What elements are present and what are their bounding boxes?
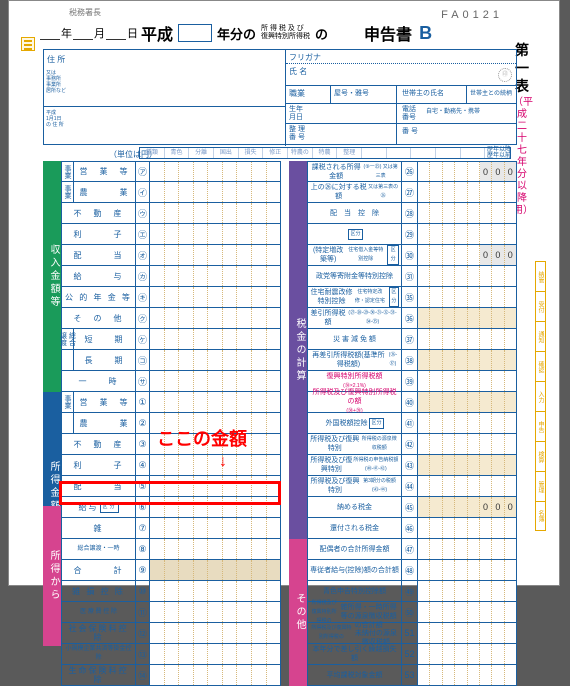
deduction-row: 生命保険料控除⑭ [61,665,281,686]
era-year-box [178,24,212,42]
annotation-arrow: ↓ [219,453,227,471]
other-row: 配偶者の合計所得金額㊼ [307,539,517,560]
deduction-row: 医 療 費 控 除⑪ [61,602,281,623]
income-row: 利 子㋓ [61,224,281,245]
tax-row: 納める税金㊺000 [307,497,517,518]
income-row: 給 与㋕ [61,266,281,287]
annotation-text: ここの金額 [157,425,247,451]
income-row: 雑⑦ [61,518,281,539]
month-box [73,26,93,40]
tab-income-amounts: 収入金額等 [43,161,61,392]
tax-row: 課税される所得金額(⑨ー㉕) 又は第三表㉖000 [307,161,517,182]
address-label: 住 所 [47,54,65,65]
relation-label: 世帯主との続柄 [470,88,512,97]
income-row: そ の 他㋗ [61,308,281,329]
year-box [40,26,60,40]
form-title: 申告書 [364,21,412,45]
tax-row: 災 害 減 免 額㊲ [307,329,517,350]
number-label: 番 号 [402,126,418,136]
tax-row: 所得税及び復興特別第3期分の税額 (㊸-㊹)㊹ [307,476,517,497]
jan1-label: 平成 1月1日 の 住 所 [46,110,64,128]
type-row: 種類青色分離国出損失修正特農の表示特農整理 [139,147,511,159]
occupation-label: 職業 [289,88,305,99]
tab-tax-calc: 税金の計算 [289,161,307,539]
income-row: 不 動 産㋒ [61,203,281,224]
income-row: 事業営 業 等① [61,392,281,413]
tax-dept-label: 税務署長 [69,7,101,18]
tax-row: 政党等寄附金等特別控除㉛ [307,266,517,287]
address-block: 住 所 又は 事務所 事業所 居所など 平成 1月1日 の 住 所 フリガナ 氏… [43,49,517,145]
income-row: 合 計⑨ [61,560,281,581]
name-label: 氏 名 [289,66,307,77]
day-box [106,26,126,40]
tax-row: (特定増改築等)住宅借入金等特別控除区分㉚000 [307,245,517,266]
tab-other: その他 [289,539,307,686]
tax-row: 所得税及び復興特別所得税の額(㊳+㊴)㊵ [307,392,517,413]
address-note: 又は 事務所 事業所 居所など [46,70,66,94]
trade-name-label: 屋号・雅号 [334,88,369,98]
birth-label: 生年 月日 [289,106,303,122]
income-row: 配 当㋔ [61,245,281,266]
menu-icon[interactable] [21,37,35,51]
other-row: 平均課税対象金額53 [307,665,517,686]
tax-row: 還付される税金㊻ [307,518,517,539]
tab-deductions: 所得から [43,506,61,646]
income-row: 総合譲渡・一時⑧ [61,539,281,560]
history-label: 歴年以降 歴年以前 [487,147,511,159]
income-row: 事業営 業 等㋐ [61,161,281,182]
tax-row: 所得税及び復興特別所得税の申告納税額 (㊵-㊶-㊷)㊸ [307,455,517,476]
tax-row: 上の㉖に対する税額又は第三表の㉖㉗ [307,182,517,203]
tax-type-stack: 所 得 税 及 び 復興特別所得税 [261,25,310,41]
orange-strip: 納管受付通知確認入力申告検算管理名簿 [535,261,549,581]
form-id: FA0121 [441,9,503,21]
form-letter: B [419,23,432,44]
other-row: 所得税及び復興特別所得税の未納付の源泉徴収税額51 [307,623,517,644]
seal-mark: ㊞ [498,68,512,82]
tel-types: 自宅・勤務先・携帯 [426,106,480,115]
income-row: 事業農 業㋑ [61,182,281,203]
deduction-row: 小規模企業共済等掛金控除⑬ [61,644,281,665]
tax-row: 差引所得税額(㉗-㉘-㉙-㉚-㉛-㉜-㉝-㉞-㉟)㊱ [307,308,517,329]
tax-form-page: FA0121 税務署長 年 月 日 平成 年分の 所 得 税 及 び 復興特別所… [8,0,560,586]
era-label: 平成 [141,21,173,45]
other-row: 専従者給与(控除)額の合計額㊽ [307,560,517,581]
tel-label: 電話 番号 [402,106,416,122]
furigana-label: フリガナ [289,52,321,63]
income-row: 利 子④ [61,455,281,476]
tax-row: 外国税額控除区分㊶ [307,413,517,434]
form-header: 年 月 日 平成 年分の 所 得 税 及 び 復興特別所得税 の 申告書 B [39,21,505,45]
deduction-row: 社会保険料控除⑫ [61,623,281,644]
tax-row: 区分㉙ [307,224,517,245]
tax-row: 所得税及び復興特別所得税の源泉徴収税額㊷ [307,434,517,455]
annotation-box [59,481,281,505]
income-row: 一 時㋚ [61,371,281,392]
tax-row: 配 当 控 除㉘ [307,203,517,224]
tax-row: 再差引所得税額(基準所得税額)(㊱-㊲)㊳ [307,350,517,371]
income-row: 総合譲渡短 期㋘ [61,329,281,350]
tax-row: 住宅耐震改修特別控除住宅特定改修・認定住宅区分㉟ [307,287,517,308]
income-row: 公 的 年 金 等㋖ [61,287,281,308]
other-row: 所得税及び復興特別所得税の雑所得・一時所得等の源泉徴収税額の合計額㊿ [307,602,517,623]
income-row: 長 期㋙ [61,350,281,371]
other-row: 本年分で差し引く繰越損失額52 [307,644,517,665]
other-row: 青色申告特別控除額㊾ [307,581,517,602]
deduction-row: 雑 損 控 除⑩ [61,581,281,602]
household-head-label: 世帯主の氏名 [402,88,444,98]
seiri-label: 整 理 番 号 [289,126,305,142]
